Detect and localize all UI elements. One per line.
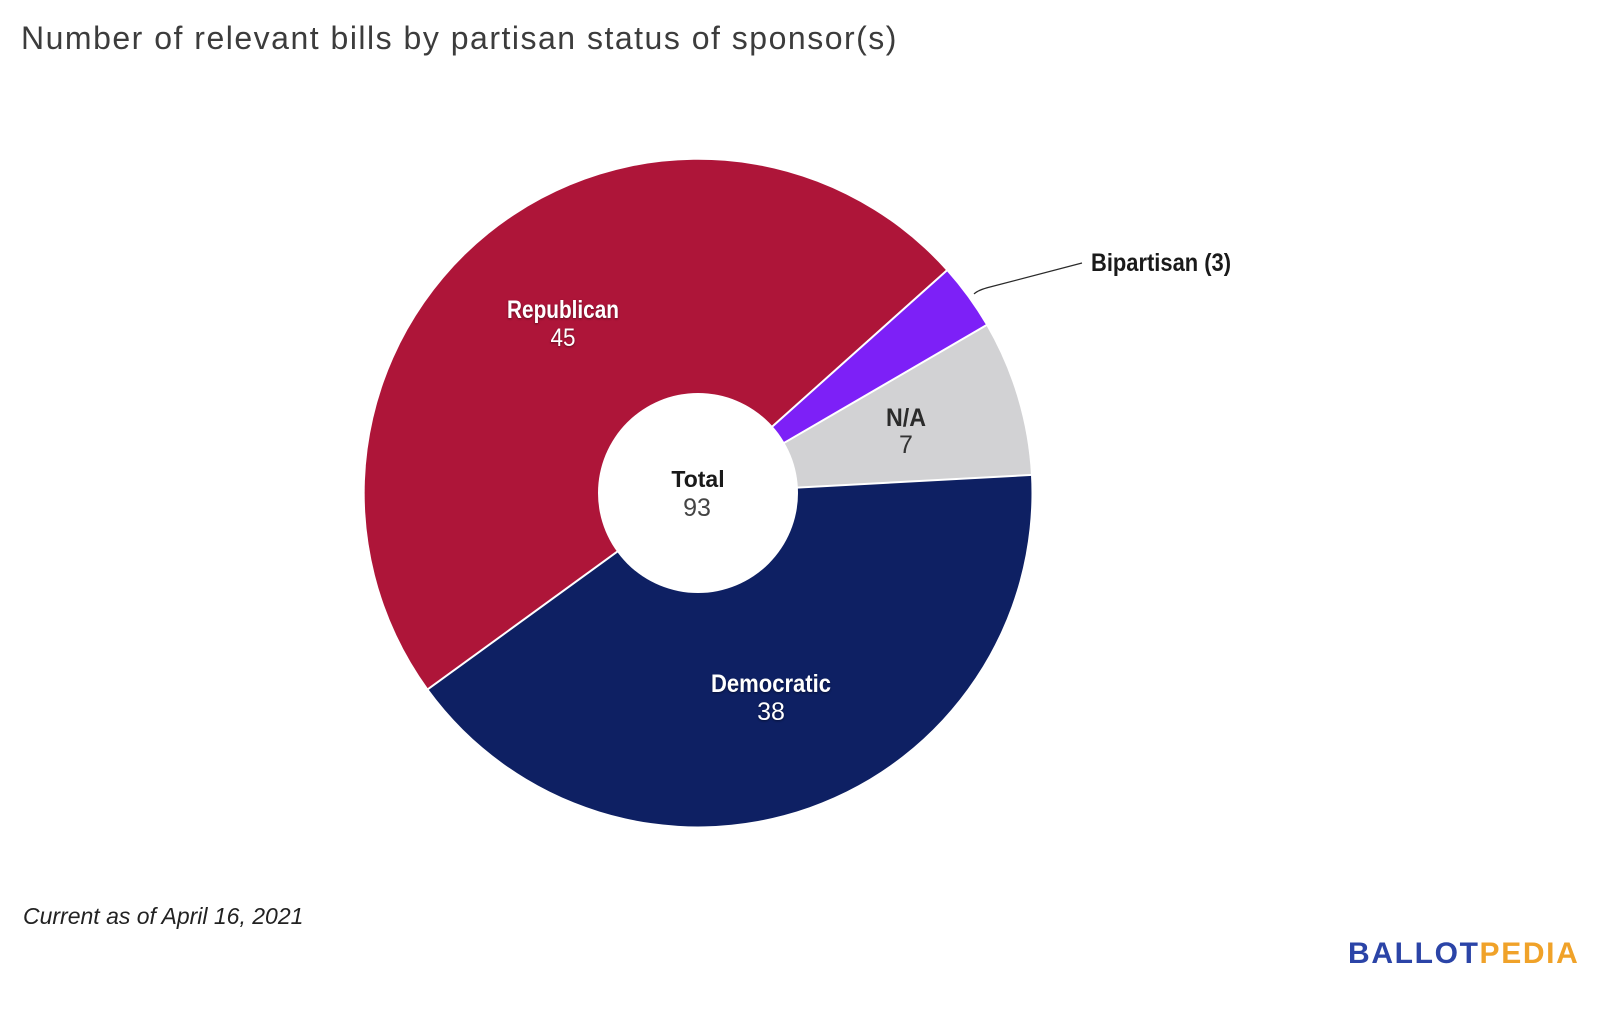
svg-text:45: 45 (551, 324, 576, 352)
svg-text:38: 38 (757, 698, 785, 726)
svg-text:Total: Total (671, 466, 724, 492)
svg-text:Republican: Republican (507, 296, 619, 324)
svg-text:7: 7 (899, 431, 913, 459)
svg-text:Democratic: Democratic (711, 670, 831, 698)
svg-text:Bipartisan (3): Bipartisan (3) (1091, 249, 1231, 277)
svg-text:93: 93 (683, 494, 711, 522)
svg-text:N/A: N/A (886, 404, 926, 432)
